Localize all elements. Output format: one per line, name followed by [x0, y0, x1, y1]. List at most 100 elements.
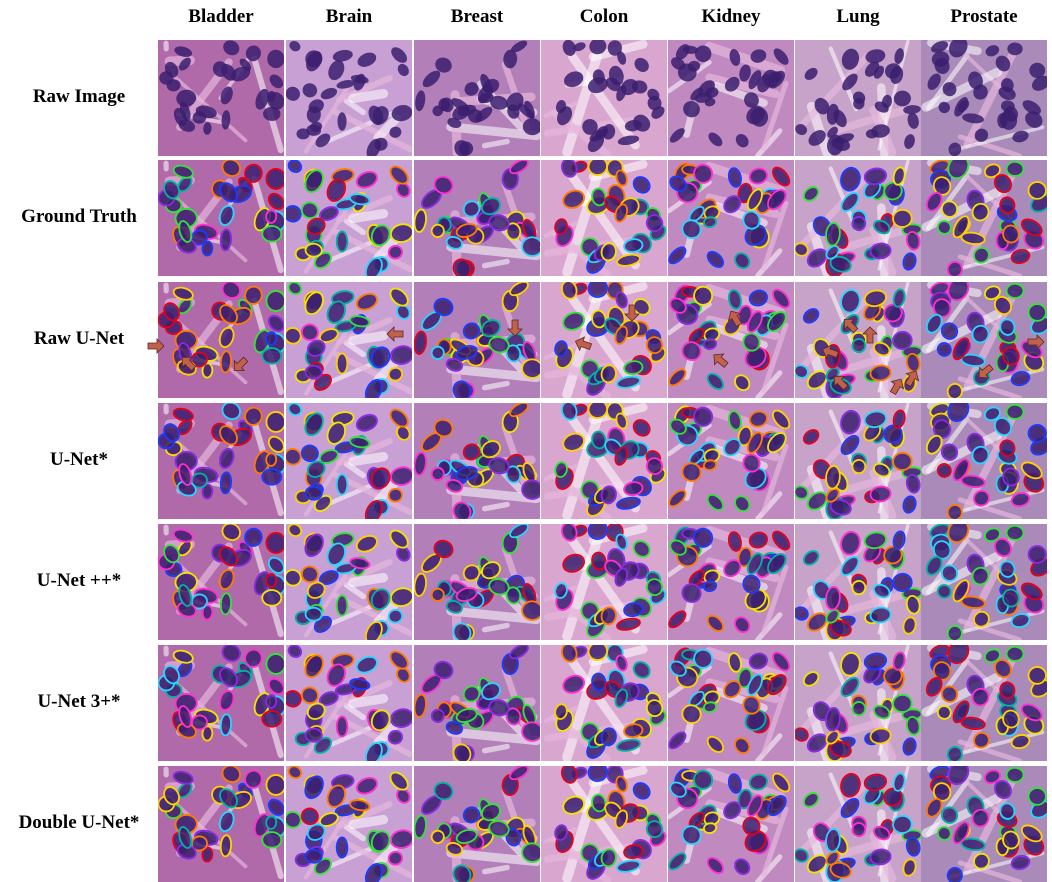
error-arrow-icon [573, 334, 593, 354]
histology-image [286, 40, 412, 156]
histology-image [541, 282, 667, 398]
tile-brain-double-u-net [286, 766, 412, 882]
stroma-streak [353, 457, 383, 462]
histology-image [414, 403, 540, 519]
tile-bladder-u-net [158, 524, 284, 640]
tile-lung-u-net [795, 524, 921, 640]
histology-image [414, 645, 540, 761]
histology-image [795, 524, 921, 640]
histology-image [414, 282, 540, 398]
tile-kidney-u-net [668, 524, 794, 640]
histology-image [541, 403, 667, 519]
stroma-streak [353, 820, 383, 825]
histology-image [541, 524, 667, 640]
tile-brain-raw-image [286, 40, 412, 156]
column-header-breast: Breast [414, 6, 540, 34]
tile-breast-raw-u-net [414, 282, 540, 398]
tile-colon-raw-u-net [541, 282, 667, 398]
histology-image [921, 645, 1047, 761]
histology-image [668, 40, 794, 156]
histology-image [414, 524, 540, 640]
histology-image [541, 645, 667, 761]
stroma-streak [353, 336, 383, 341]
tile-colon-ground-truth [541, 160, 667, 276]
tile-prostate-u-net [921, 524, 1047, 640]
row-label-u-net-3: U-Net 3+* [0, 691, 158, 713]
tile-bladder-ground-truth [158, 160, 284, 276]
row-label-u-net: U-Net* [0, 449, 158, 471]
histology-image [921, 766, 1047, 882]
histology-image [668, 645, 794, 761]
histology-image [541, 40, 667, 156]
error-arrow-icon [902, 368, 922, 388]
column-header-lung: Lung [795, 6, 921, 34]
histology-image [668, 403, 794, 519]
tile-brain-u-net [286, 403, 412, 519]
histology-image [795, 40, 921, 156]
histology-image [795, 645, 921, 761]
row-label-u-net: U-Net ++* [0, 570, 158, 592]
histology-image [414, 766, 540, 882]
tile-lung-u-net [795, 403, 921, 519]
error-arrow-icon [725, 308, 745, 328]
error-arrow-icon [820, 342, 840, 362]
histology-image [158, 40, 284, 156]
stroma-streak [353, 699, 383, 704]
histology-image [286, 766, 412, 882]
error-arrow-icon [1026, 332, 1046, 352]
tile-breast-u-net [414, 524, 540, 640]
error-arrow-icon [840, 315, 860, 335]
histology-image [921, 40, 1047, 156]
column-header-brain: Brain [286, 6, 412, 34]
stroma-streak [353, 214, 383, 219]
histology-image [158, 403, 284, 519]
tile-bladder-raw-image [158, 40, 284, 156]
tile-colon-double-u-net [541, 766, 667, 882]
tile-lung-ground-truth [795, 160, 921, 276]
histology-image [668, 160, 794, 276]
tile-kidney-double-u-net [668, 766, 794, 882]
histology-image [414, 160, 540, 276]
stroma-streak [353, 578, 383, 583]
tile-kidney-u-net-3 [668, 645, 794, 761]
error-arrow-icon [385, 324, 405, 344]
error-arrow-icon [830, 372, 850, 392]
error-arrow-icon [860, 325, 880, 345]
histology-image [668, 766, 794, 882]
nucleus [338, 112, 347, 131]
tile-breast-u-net [414, 403, 540, 519]
histology-image [286, 160, 412, 276]
tile-colon-u-net [541, 403, 667, 519]
histology-image [541, 766, 667, 882]
error-arrow-icon [975, 362, 995, 382]
tile-bladder-double-u-net [158, 766, 284, 882]
tile-lung-raw-image [795, 40, 921, 156]
tile-prostate-raw-image [921, 40, 1047, 156]
tile-brain-u-net-3 [286, 645, 412, 761]
histology-image [921, 160, 1047, 276]
tile-kidney-ground-truth [668, 160, 794, 276]
histology-image [668, 524, 794, 640]
tile-breast-ground-truth [414, 160, 540, 276]
histology-image [158, 282, 284, 398]
histology-image [158, 160, 284, 276]
column-header-kidney: Kidney [668, 6, 794, 34]
column-header-colon: Colon [541, 6, 667, 34]
histology-image [286, 524, 412, 640]
histology-image [795, 160, 921, 276]
tile-kidney-raw-image [668, 40, 794, 156]
tile-colon-raw-image [541, 40, 667, 156]
nucleus [1007, 43, 1022, 56]
histology-image [158, 645, 284, 761]
histology-image [158, 766, 284, 882]
row-label-raw-u-net: Raw U-Net [0, 328, 158, 350]
tile-lung-u-net-3 [795, 645, 921, 761]
histology-image [286, 403, 412, 519]
column-header-prostate: Prostate [921, 6, 1047, 34]
tile-colon-u-net [541, 524, 667, 640]
row-label-raw-image: Raw Image [0, 86, 158, 108]
histology-image [668, 282, 794, 398]
error-arrow-icon [146, 336, 166, 356]
error-arrow-icon [178, 353, 198, 373]
tile-breast-double-u-net [414, 766, 540, 882]
